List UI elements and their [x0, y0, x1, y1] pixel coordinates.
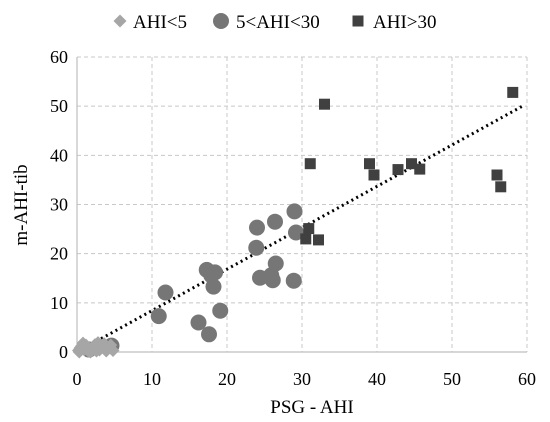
circle-point [207, 264, 223, 281]
diamond-point [90, 344, 103, 358]
x-tick-label: 20 [218, 369, 236, 389]
legend-circle-icon [213, 13, 229, 29]
tick-labels: 0 10 20 30 40 50 60 0 10 20 30 40 50 60 [50, 47, 536, 389]
square-point [414, 163, 426, 175]
x-tick-label: 60 [518, 369, 536, 389]
legend-square-icon [352, 15, 364, 27]
circle-point [267, 213, 283, 230]
square-point [495, 181, 507, 193]
legend-diamond-icon [113, 14, 127, 28]
circle-point [205, 278, 222, 295]
square-point [364, 158, 375, 170]
data-points [72, 86, 519, 359]
circle-point [190, 314, 207, 331]
circle-point [285, 272, 302, 289]
circle-point [201, 326, 217, 343]
square-point [313, 234, 324, 246]
square-point [368, 169, 380, 181]
y-tick-label: 10 [50, 293, 68, 313]
circle-point [264, 272, 281, 289]
y-axis-title: m-AHI-tib [11, 164, 32, 245]
x-axis-title: PSG - AHI [270, 397, 353, 418]
diamond-point [106, 344, 120, 358]
y-tick-label: 50 [50, 96, 68, 116]
circle-point [267, 255, 284, 272]
x-tick-label: 40 [368, 369, 386, 389]
square-point [319, 98, 330, 110]
grid-lines [77, 56, 528, 352]
y-tick-label: 60 [50, 47, 68, 67]
square-point [507, 86, 519, 98]
circle-point [248, 239, 265, 256]
legend-label: AHI>30 [373, 12, 437, 33]
square-point [406, 158, 417, 170]
square-point [300, 233, 312, 245]
y-tick-label: 40 [50, 145, 68, 165]
circle-point [249, 219, 265, 236]
x-tick-label: 10 [143, 369, 161, 389]
x-tick-label: 0 [73, 369, 82, 389]
square-point [491, 169, 503, 181]
square-point [303, 223, 315, 235]
circle-point [157, 284, 174, 301]
square-point [304, 158, 316, 170]
axes [76, 57, 527, 353]
square-point [392, 164, 404, 176]
x-tick-label: 30 [293, 369, 311, 389]
legend-label: 5<AHI<30 [236, 12, 320, 33]
x-tick-label: 50 [443, 369, 461, 389]
diamond-point [72, 345, 86, 359]
circle-point [212, 302, 229, 319]
legend: AHI<5 5<AHI<30 AHI>30 [113, 12, 437, 33]
circle-point [288, 224, 304, 241]
y-tick-label: 0 [59, 342, 68, 362]
circle-point [150, 308, 167, 325]
legend-label: AHI<5 [133, 12, 187, 33]
circle-point [286, 203, 303, 220]
y-tick-label: 30 [50, 195, 68, 215]
y-tick-label: 20 [50, 244, 68, 264]
